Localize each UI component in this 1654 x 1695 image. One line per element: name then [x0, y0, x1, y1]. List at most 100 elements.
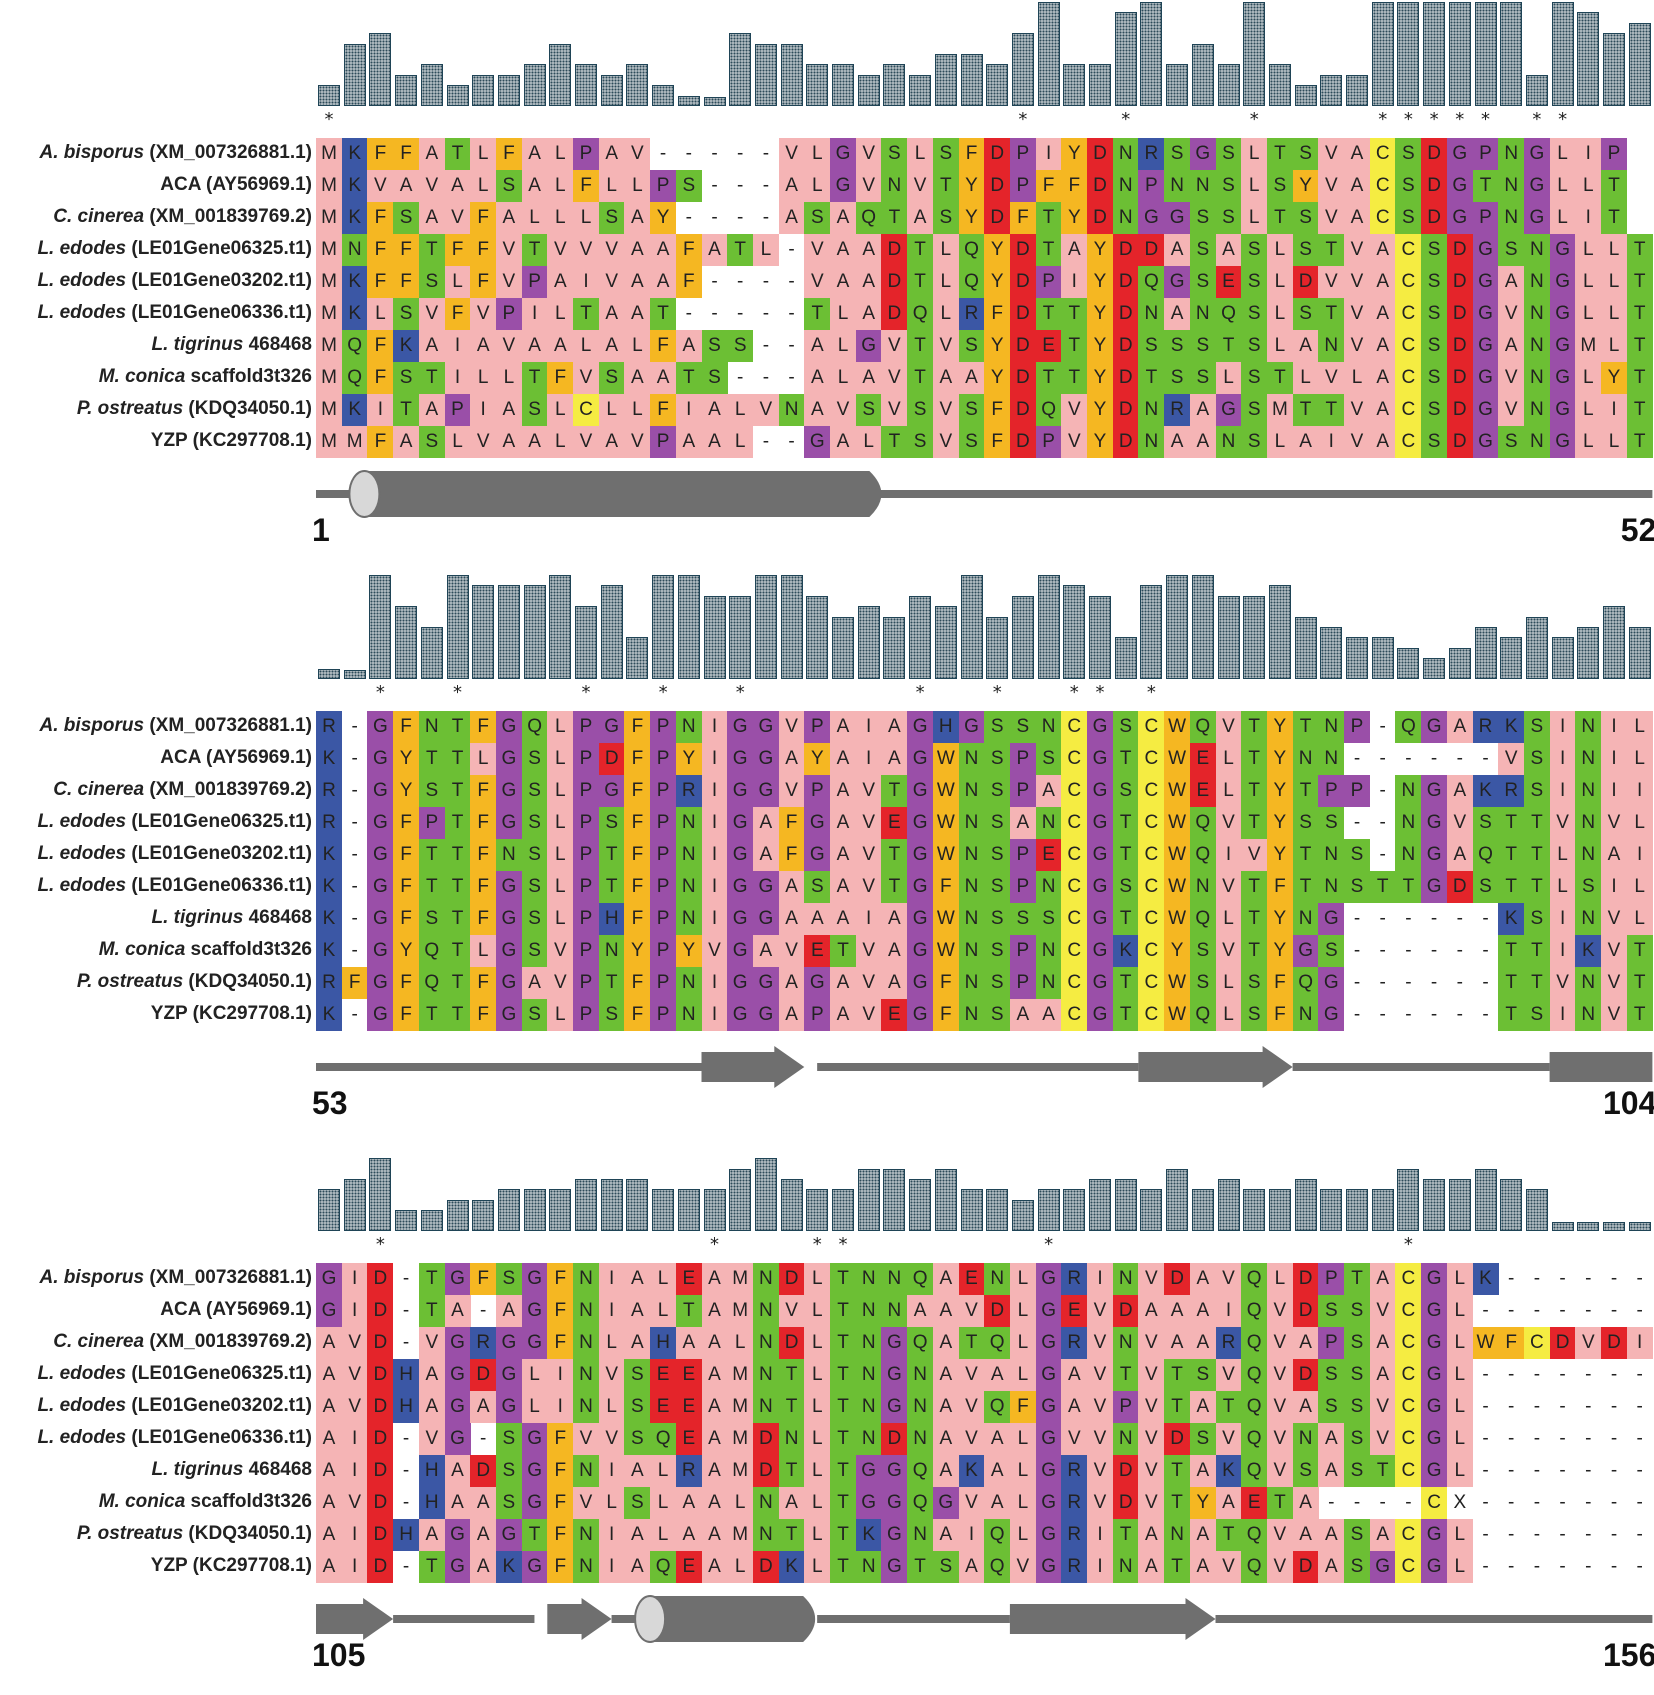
- species-label: L. tigrinus 468468: [0, 330, 312, 360]
- residue-cell: I: [1087, 1551, 1113, 1583]
- residue-cell: E: [650, 1359, 677, 1391]
- conservation-bar: [934, 606, 957, 679]
- conservation-star: *: [1121, 109, 1131, 130]
- residue-cell: S: [1189, 266, 1216, 298]
- residue-cell: P: [418, 807, 445, 839]
- conservation-bar: [472, 1199, 495, 1231]
- residue-cell: L: [547, 903, 574, 935]
- conservation-star: *: [1018, 109, 1028, 130]
- residue-cell: C: [1395, 266, 1422, 298]
- residue-cell: A: [598, 330, 625, 362]
- conservation-star: *: [1249, 109, 1259, 130]
- residue-cell: F: [470, 903, 497, 935]
- beta-strand-arrow: [316, 1598, 394, 1640]
- residue-cell: E: [675, 1263, 702, 1295]
- residue-cell: K: [341, 170, 368, 202]
- residue-cell: N: [675, 711, 702, 743]
- conservation-bar: [1371, 1189, 1394, 1231]
- conservation-bar: [677, 575, 700, 679]
- species-accession: (XM_001839769.2): [144, 206, 312, 227]
- residue-cell: N: [675, 871, 702, 903]
- residue-cell: V: [341, 1487, 368, 1519]
- residue-cell: N: [855, 1295, 882, 1327]
- residue-cell: T: [1523, 967, 1550, 999]
- residue-cell: L: [598, 394, 625, 426]
- residue-cell: R: [316, 807, 342, 839]
- residue-cell: T: [778, 1519, 805, 1551]
- residue-cell: -: [1430, 940, 1438, 961]
- species-genus: L. edodes: [37, 270, 127, 291]
- residue-cell: A: [830, 234, 856, 266]
- residue-cell: K: [1498, 711, 1525, 743]
- residue-cell: N: [1035, 967, 1062, 999]
- residue-cell: -: [1559, 1460, 1566, 1481]
- conservation-bar: [1448, 2, 1471, 106]
- residue-cell: S: [1241, 967, 1268, 999]
- residue-cell: F: [1035, 170, 1062, 202]
- residue-cell: G: [367, 967, 394, 999]
- residue-cell: A: [830, 807, 856, 839]
- residue-cell: -: [480, 1428, 487, 1449]
- residue-cell: T: [907, 362, 934, 394]
- residue-cell: T: [1241, 903, 1268, 935]
- residue-cell: D: [1112, 362, 1139, 394]
- residue-cell: M: [341, 426, 368, 458]
- residue-cell: I: [1087, 1263, 1113, 1295]
- residue-cell: P: [1009, 138, 1036, 170]
- residue-cell: H: [418, 1487, 445, 1519]
- residue-cell: I: [701, 999, 728, 1031]
- residue-cell: N: [1523, 426, 1550, 458]
- conservation-bar: [1011, 595, 1034, 679]
- residue-cell: F: [624, 999, 651, 1031]
- residue-cell: W: [1164, 743, 1191, 775]
- conservation-bar: [1320, 74, 1343, 106]
- residue-cell: A: [521, 967, 548, 999]
- residue-cell: -: [1353, 812, 1361, 833]
- residue-cell: T: [1112, 999, 1139, 1031]
- residue-cell: F: [1009, 202, 1036, 234]
- conservation-star: *: [812, 1234, 822, 1255]
- residue-cell: F: [393, 871, 420, 903]
- residue-cell: L: [1266, 234, 1293, 266]
- residue-cell: V: [932, 330, 959, 362]
- residue-cell: -: [351, 876, 358, 897]
- residue-cell: -: [1585, 1300, 1592, 1321]
- residue-cell: Y: [984, 266, 1011, 298]
- residue-cell: A: [1215, 1487, 1242, 1519]
- residue-cell: A: [1601, 839, 1627, 871]
- residue-cell: F: [393, 234, 420, 266]
- residue-cell: A: [470, 330, 497, 362]
- residue-cell: P: [650, 871, 677, 903]
- residue-cell: -: [1482, 1396, 1489, 1417]
- residue-cell: -: [1508, 1492, 1515, 1513]
- residue-cell: S: [598, 362, 625, 394]
- conservation-bar: [1500, 2, 1523, 106]
- residue-cell: E: [650, 1391, 677, 1423]
- residue-cell: F: [547, 1519, 574, 1551]
- conservation-bar: [1397, 647, 1420, 679]
- residue-cell: L: [1601, 426, 1627, 458]
- residue-cell: D: [1009, 426, 1036, 458]
- residue-cell: L: [1575, 234, 1602, 266]
- residue-cell: -: [1610, 1556, 1618, 1577]
- residue-cell: P: [650, 775, 677, 807]
- residue-cell: N: [1138, 298, 1165, 330]
- secondary-structure-track: [316, 1595, 1653, 1643]
- residue-cell: D: [367, 1551, 394, 1583]
- residue-cell: A: [650, 362, 677, 394]
- residue-cell: K: [778, 1551, 805, 1583]
- residue-cell: F: [393, 711, 420, 743]
- residue-cell: T: [444, 775, 471, 807]
- residue-cell: G: [907, 807, 934, 839]
- residue-cell: C: [1138, 871, 1165, 903]
- residue-cell: R: [1498, 775, 1525, 807]
- species-accession: 468468: [243, 907, 312, 928]
- residue-cell: -: [1482, 908, 1489, 929]
- residue-cell: V: [1087, 1359, 1113, 1391]
- residue-cell: D: [1601, 1327, 1627, 1359]
- residue-cell: G: [444, 1327, 471, 1359]
- residue-cell: C: [1061, 711, 1088, 743]
- residue-cell: T: [907, 266, 934, 298]
- residue-cell: S: [1241, 266, 1268, 298]
- residue-cell: P: [1601, 138, 1627, 170]
